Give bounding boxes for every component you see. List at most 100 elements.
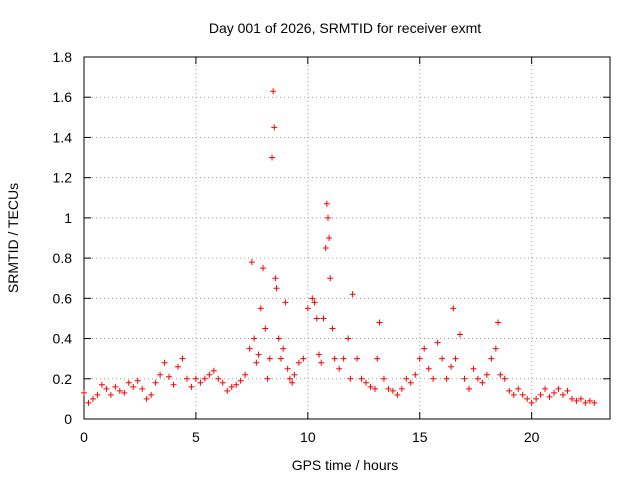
data-point: [280, 345, 287, 352]
x-tick-label: 10: [300, 429, 316, 445]
data-point: [542, 385, 549, 392]
data-point: [320, 315, 327, 322]
data-point: [148, 391, 155, 398]
data-point: [170, 381, 177, 388]
data-point: [354, 355, 361, 362]
y-tick-label: 0.4: [53, 331, 73, 347]
y-axis-tick-labels: 0 0.2 0.4 0.6 0.8 1 1.2 1.4 1.6 1.8: [53, 49, 73, 427]
data-point: [94, 391, 101, 398]
data-point: [260, 265, 267, 272]
data-point: [385, 385, 392, 392]
y-tick-label: 0.6: [53, 290, 73, 306]
data-point: [85, 399, 92, 406]
x-tick-label: 5: [192, 429, 200, 445]
x-tick-label: 20: [524, 429, 540, 445]
data-point: [349, 291, 356, 298]
data-point: [591, 399, 598, 406]
data-point: [215, 375, 222, 382]
data-point: [228, 383, 235, 390]
data-point: [112, 383, 119, 390]
data-point: [291, 371, 298, 378]
data-point: [253, 359, 260, 366]
data-point: [329, 325, 336, 332]
data-point: [152, 379, 159, 386]
data-point: [492, 345, 499, 352]
data-point: [316, 351, 323, 358]
data-point: [192, 375, 199, 382]
data-point: [210, 367, 217, 374]
data-point: [551, 389, 558, 396]
data-point: [130, 383, 137, 390]
y-tick-label: 0.2: [53, 371, 73, 387]
data-point: [275, 335, 282, 342]
data-point: [107, 391, 114, 398]
data-point: [398, 385, 405, 392]
plot-area-frame: [83, 56, 611, 420]
axis-ticks: [83, 56, 610, 420]
data-point: [277, 355, 284, 362]
data-point: [175, 363, 182, 370]
data-point: [412, 371, 419, 378]
data-point: [495, 319, 502, 326]
data-point: [125, 379, 132, 386]
data-point: [367, 383, 374, 390]
data-point: [300, 355, 307, 362]
data-point: [134, 377, 141, 384]
data-point: [519, 391, 526, 398]
data-point: [246, 345, 253, 352]
y-tick-label: 0.8: [53, 250, 73, 266]
data-point: [201, 375, 208, 382]
data-point: [347, 375, 354, 382]
data-point: [465, 385, 472, 392]
data-point: [577, 395, 584, 402]
data-point: [380, 375, 387, 382]
data-point: [255, 351, 262, 358]
data-point: [313, 315, 320, 322]
data-point: [143, 395, 150, 402]
data-point: [161, 359, 168, 366]
data-point: [497, 371, 504, 378]
data-point: [515, 385, 522, 392]
x-tick-label: 15: [412, 429, 428, 445]
data-point: [242, 371, 249, 378]
data-point: [188, 383, 195, 390]
data-point: [528, 399, 535, 406]
data-point: [98, 381, 105, 388]
data-point: [524, 395, 531, 402]
data-point: [304, 305, 311, 312]
data-point: [555, 385, 562, 392]
data-point: [443, 375, 450, 382]
data-point: [425, 365, 432, 372]
data-point: [345, 335, 352, 342]
data-point: [206, 371, 213, 378]
data-point: [452, 355, 459, 362]
data-point: [479, 379, 486, 386]
data-point: [224, 387, 231, 394]
data-point: [264, 375, 271, 382]
data-point: [582, 399, 589, 406]
data-point: [416, 355, 423, 362]
data-point: [81, 389, 87, 396]
data-point: [461, 375, 468, 382]
data-point: [269, 154, 276, 161]
data-point: [197, 379, 204, 386]
y-tick-label: 1.6: [53, 89, 73, 105]
data-point: [358, 375, 365, 382]
data-point: [474, 375, 481, 382]
data-point: [510, 391, 517, 398]
data-point: [257, 305, 264, 312]
data-point: [407, 379, 414, 386]
data-point: [376, 319, 383, 326]
data-point: [282, 299, 289, 306]
data-point: [89, 395, 96, 402]
data-point: [219, 379, 226, 386]
data-point: [166, 373, 173, 380]
data-point: [262, 325, 269, 332]
data-point: [450, 305, 457, 312]
data-point: [564, 387, 571, 394]
y-axis-title: SRMTID / TECUs: [5, 183, 21, 293]
x-tick-label: 0: [80, 429, 88, 445]
data-point: [324, 214, 331, 221]
data-point: [546, 393, 553, 400]
